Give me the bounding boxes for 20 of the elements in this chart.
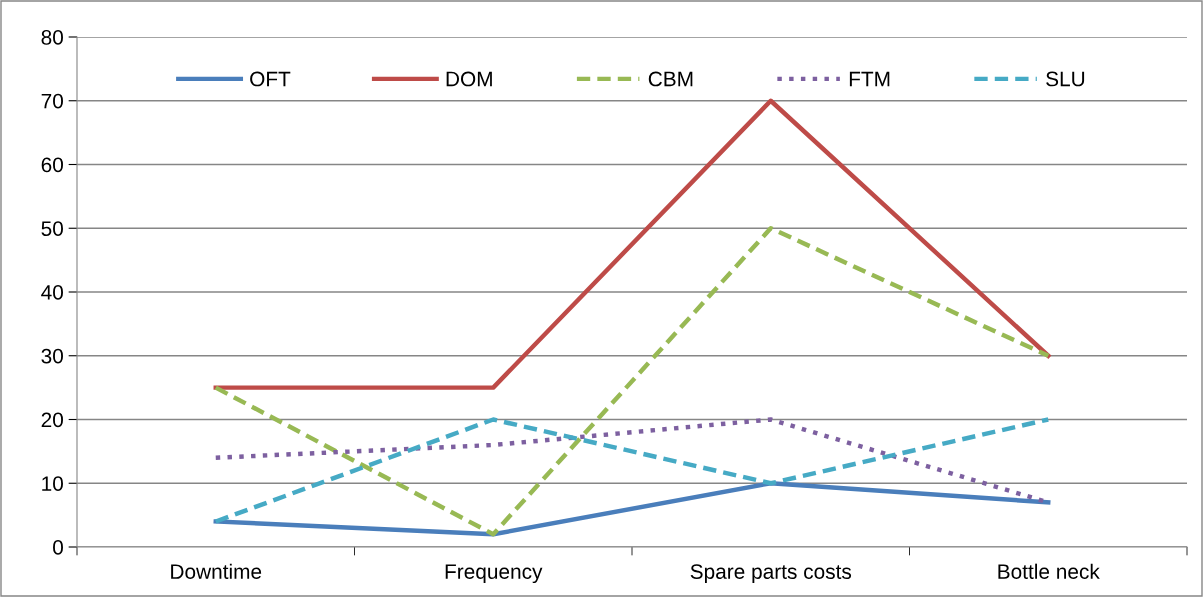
y-tick-label: 0 [53, 540, 63, 555]
y-tick-label: 70 [41, 93, 63, 109]
line-series [213, 226, 1051, 537]
legend-label: SLU [1046, 71, 1085, 87]
y-tick-label: 10 [42, 476, 63, 491]
y-tick-label: 40 [41, 285, 63, 300]
line-series [213, 481, 1051, 537]
x-tick-label: Frequency [445, 564, 543, 584]
legend-label: CBM [648, 71, 693, 87]
y-tick-label: 50 [41, 221, 63, 236]
y-tick-label: 60 [41, 157, 63, 173]
x-tick-label: Spare parts costs [690, 564, 852, 584]
legend-label: FTM [849, 71, 890, 87]
y-tick-label: 30 [41, 348, 63, 364]
y-tick-label: 80 [41, 30, 63, 45]
y-tick-label: 20 [41, 412, 63, 428]
legend-label: OFT [250, 71, 291, 87]
x-tick-label: Downtime [171, 563, 262, 579]
legend-label: DOM [446, 71, 492, 87]
x-tick-label: Bottle neck [998, 563, 1100, 579]
